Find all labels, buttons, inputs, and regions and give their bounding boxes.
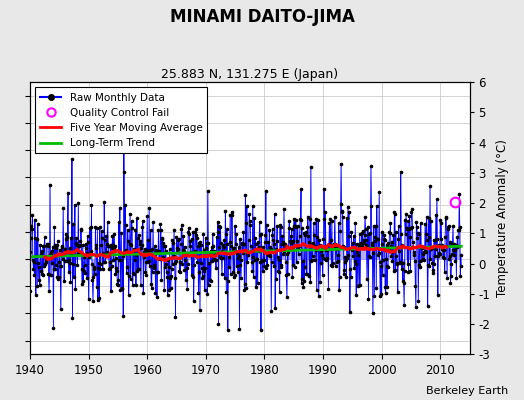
Y-axis label: Temperature Anomaly (°C): Temperature Anomaly (°C) (496, 139, 509, 297)
Text: Berkeley Earth: Berkeley Earth (426, 386, 508, 396)
Legend: Raw Monthly Data, Quality Control Fail, Five Year Moving Average, Long-Term Tren: Raw Monthly Data, Quality Control Fail, … (35, 87, 208, 154)
Title: 25.883 N, 131.275 E (Japan): 25.883 N, 131.275 E (Japan) (161, 68, 339, 81)
Text: MINAMI DAITO-JIMA: MINAMI DAITO-JIMA (170, 8, 354, 26)
